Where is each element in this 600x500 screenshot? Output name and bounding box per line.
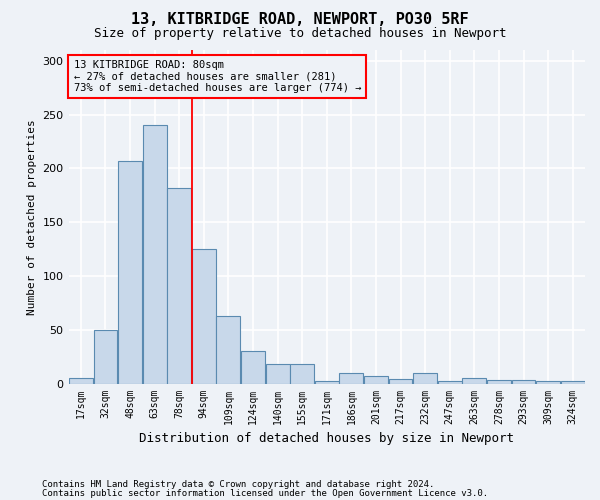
Bar (315, 382, 338, 384)
Bar (463, 378, 486, 384)
Y-axis label: Number of detached properties: Number of detached properties (27, 119, 37, 314)
Bar (94, 330, 118, 384)
Bar (364, 376, 388, 384)
Bar (241, 352, 265, 384)
Text: Size of property relative to detached houses in Newport: Size of property relative to detached ho… (94, 28, 506, 40)
Text: Contains public sector information licensed under the Open Government Licence v3: Contains public sector information licen… (42, 489, 488, 498)
Bar (340, 373, 363, 384)
Bar (192, 249, 216, 384)
X-axis label: Distribution of detached houses by size in Newport: Distribution of detached houses by size … (139, 432, 514, 445)
Bar (266, 364, 290, 384)
Bar (487, 380, 511, 384)
Bar (143, 126, 167, 384)
Bar (290, 364, 314, 384)
Text: 13, KITBRIDGE ROAD, NEWPORT, PO30 5RF: 13, KITBRIDGE ROAD, NEWPORT, PO30 5RF (131, 12, 469, 28)
Bar (536, 382, 560, 384)
Bar (561, 382, 584, 384)
Bar (389, 380, 412, 384)
Bar (438, 382, 461, 384)
Bar (512, 380, 535, 384)
Bar (167, 188, 191, 384)
Text: Contains HM Land Registry data © Crown copyright and database right 2024.: Contains HM Land Registry data © Crown c… (42, 480, 434, 489)
Bar (118, 161, 142, 384)
Bar (69, 378, 93, 384)
Text: 13 KITBRIDGE ROAD: 80sqm
← 27% of detached houses are smaller (281)
73% of semi-: 13 KITBRIDGE ROAD: 80sqm ← 27% of detach… (74, 60, 361, 93)
Bar (217, 316, 241, 384)
Bar (413, 373, 437, 384)
